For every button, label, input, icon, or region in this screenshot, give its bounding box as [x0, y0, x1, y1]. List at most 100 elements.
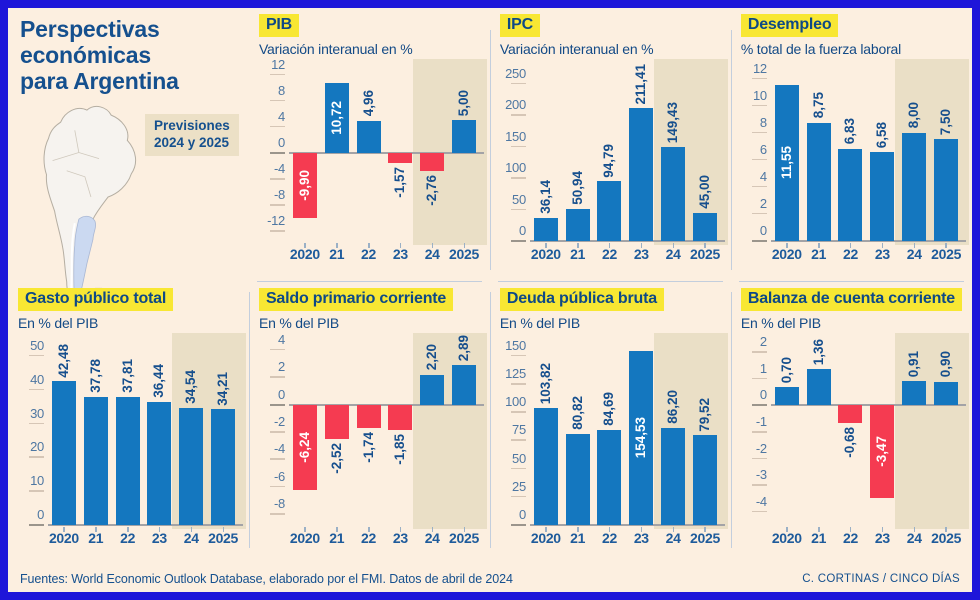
y-tick: 50 — [500, 451, 526, 470]
x-tick-mark — [913, 527, 916, 532]
x-axis-labels: 2020 21 22 23 24 2025 — [771, 246, 962, 262]
chart-subtitle: En % del PIB — [258, 315, 340, 331]
x-tick-mark — [672, 243, 675, 248]
year-label-21: 21 — [329, 530, 345, 546]
y-tick-mark — [510, 354, 526, 357]
bar-value-label: 45,00 — [695, 57, 715, 209]
y-tick: 0 — [741, 387, 767, 407]
y-tick-mark — [29, 456, 44, 458]
year-label-2025: 2025 — [931, 246, 962, 262]
y-tick-label: -4 — [755, 493, 767, 509]
x-axis-labels: 2020 21 22 23 24 2025 — [289, 530, 480, 546]
y-tick-mark — [269, 178, 285, 180]
y-tick-label: 1 — [759, 360, 767, 376]
y-tick-mark — [269, 204, 285, 206]
y-tick-mark — [751, 240, 767, 242]
y-tick: 100 — [500, 161, 526, 179]
y-tick-mark — [29, 422, 44, 425]
bar-value-label: 34,54 — [181, 331, 201, 404]
y-tick-mark — [269, 513, 285, 515]
year-label-23: 23 — [633, 530, 649, 546]
bar-value-text: 79,52 — [696, 397, 712, 432]
bar-value-text: 0,70 — [778, 356, 794, 383]
y-tick-label: 0 — [278, 386, 285, 402]
year-label-2020: 2020 — [771, 530, 802, 546]
y-tick-label: 0 — [759, 387, 767, 403]
zero-axis-line — [48, 524, 243, 526]
chart-panel-balanza: Balanza de cuenta corriente En % del PIB… — [730, 282, 972, 566]
zero-axis-line — [288, 403, 484, 406]
year-label-23: 23 — [151, 530, 167, 546]
y-tick: 4 — [259, 332, 285, 351]
bar-21 — [806, 369, 831, 406]
x-axis-labels: 2020 21 22 23 24 2025 — [530, 246, 721, 262]
chart-title: Deuda pública bruta — [499, 288, 664, 311]
bar-value-text: 1,36 — [810, 339, 826, 366]
bar-value-label: -0,68 — [840, 427, 860, 529]
y-tick-mark — [751, 431, 767, 433]
x-tick-mark — [222, 527, 225, 532]
bar-value-label: 80,82 — [568, 331, 588, 430]
chart-panel-pib: PIB Variación interanual en % 12 8 4 0 -4 -8-… — [249, 8, 490, 282]
bar-value-text: -0,68 — [842, 427, 858, 459]
y-tick: 25 — [500, 479, 526, 498]
bar-value-text: 36,44 — [151, 363, 167, 398]
bar-value-label: 103,82 — [536, 331, 556, 404]
x-tick-mark — [704, 527, 706, 532]
y-tick-label: -3 — [755, 467, 767, 483]
y-tick: 250 — [500, 66, 526, 85]
bar-value-text: 37,78 — [87, 359, 103, 394]
y-tick-mark — [29, 490, 44, 492]
year-label-21: 21 — [570, 530, 586, 546]
charts-grid: Perspectivas económicas para Argentina P… — [8, 8, 972, 566]
bar-value-text: 154,53 — [633, 417, 649, 459]
y-tick-mark — [510, 114, 526, 116]
chart-plot: 150 125 100 75 50 25 0 103,82 80,82 84,69 154,53 86… — [505, 333, 728, 532]
y-tick-mark — [751, 77, 767, 80]
y-tick-label: 0 — [759, 223, 767, 238]
x-tick-mark — [336, 243, 338, 248]
chart-subtitle: En % del PIB — [18, 315, 99, 331]
y-tick: -4 — [259, 162, 285, 180]
x-tick-mark — [849, 527, 852, 532]
x-tick-mark — [463, 243, 466, 248]
bar-24 — [661, 427, 686, 525]
year-label-23: 23 — [874, 246, 890, 262]
chart-title: Balanza de cuenta corriente — [740, 288, 962, 311]
year-label-2020: 2020 — [771, 246, 802, 262]
chart-panel-desempleo: Desempleo % total de la fuerza laboral 1… — [730, 8, 972, 282]
y-tick: 50 — [500, 192, 526, 211]
zero-axis-line — [529, 240, 725, 242]
y-tick-mark — [751, 404, 767, 407]
y-tick-mark — [269, 431, 285, 433]
chart-subtitle: En % del PIB — [740, 315, 821, 331]
bar-value-text: -1,85 — [392, 433, 408, 465]
y-tick-mark — [269, 125, 285, 128]
forecast-band — [895, 333, 969, 529]
y-tick-label: 150 — [505, 337, 526, 353]
x-tick-mark — [158, 527, 161, 532]
y-tick-mark — [751, 104, 767, 107]
y-tick-label: 2 — [278, 359, 285, 375]
bar-2025 — [933, 139, 958, 241]
bar-value-label: 0,70 — [777, 331, 797, 383]
y-tick-label: 6 — [759, 141, 767, 157]
bar-value-label: 37,78 — [86, 331, 106, 393]
bar-2020 — [51, 381, 76, 525]
year-label-22: 22 — [361, 530, 377, 546]
chart-plot: 12 8 4 0 -4 -8 -12 -9,90 10,72 4,96 -1,57 -2,76 5,00 — [267, 57, 487, 248]
year-label-24: 24 — [906, 530, 922, 546]
bar-value-label: 6,58 — [872, 57, 892, 148]
year-label-24: 24 — [906, 246, 922, 262]
zero-axis-line — [288, 152, 484, 154]
y-tick-mark — [269, 152, 285, 154]
year-label-22: 22 — [361, 246, 377, 262]
x-tick-mark — [786, 527, 788, 532]
chart-panel-ipc: IPC Variación interanual en % 250 200 150 1… — [489, 8, 731, 282]
bar-24 — [420, 374, 445, 405]
chart-plot: 250 200 150 100 50 0 36,14 50,94 94,79 211,41 149,… — [505, 59, 728, 248]
y-tick-mark — [269, 458, 285, 460]
year-label-2025: 2025 — [208, 530, 239, 546]
x-tick-mark — [127, 527, 129, 532]
y-tick-mark — [510, 524, 526, 526]
